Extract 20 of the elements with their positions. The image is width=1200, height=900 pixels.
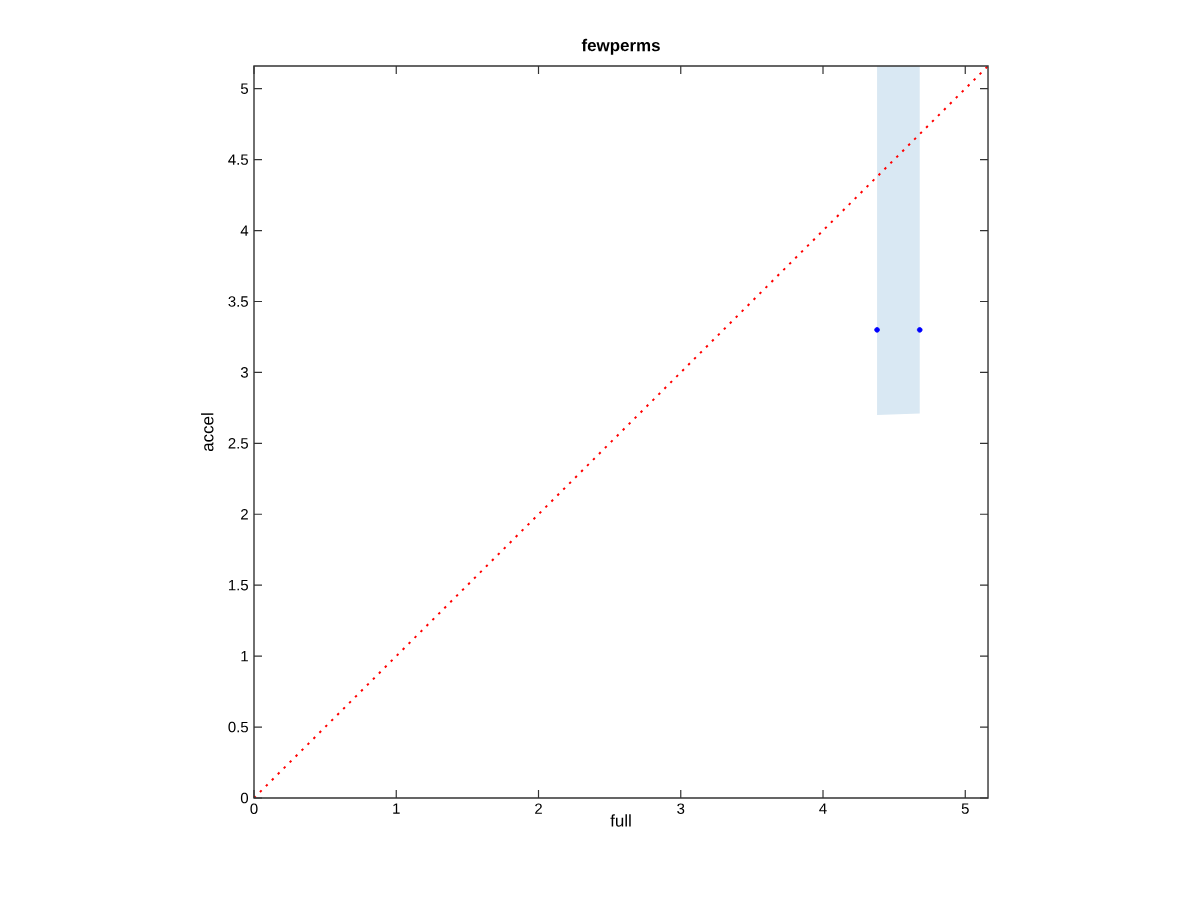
y-tick-label: 2.5 <box>228 438 248 449</box>
y-tick-label: 3 <box>240 367 248 378</box>
x-tick-label: 0 <box>250 803 258 814</box>
x-tick-label: 1 <box>393 803 400 814</box>
y-tick-label: 2 <box>241 509 248 520</box>
y-tick-label: 1 <box>241 651 248 662</box>
y-axis-title: accel <box>201 413 214 452</box>
y-tick-label: 0.5 <box>228 721 248 733</box>
y-tick-label: 0 <box>240 792 249 804</box>
y-tick-label: 5 <box>240 83 248 94</box>
y-tick-label: 1.5 <box>228 579 248 591</box>
x-tick-label: 3 <box>677 803 685 814</box>
y-tick-label: 3.5 <box>228 296 248 307</box>
x-tick-label: 5 <box>961 803 969 814</box>
x-axis-title: full <box>610 814 631 827</box>
y-tick-label: 4.5 <box>228 154 248 165</box>
chart-title: fewperms <box>581 38 660 55</box>
x-tick-label: 2 <box>535 803 542 814</box>
y-tick-label: 4 <box>240 225 249 236</box>
x-tick-label: 4 <box>819 803 827 814</box>
